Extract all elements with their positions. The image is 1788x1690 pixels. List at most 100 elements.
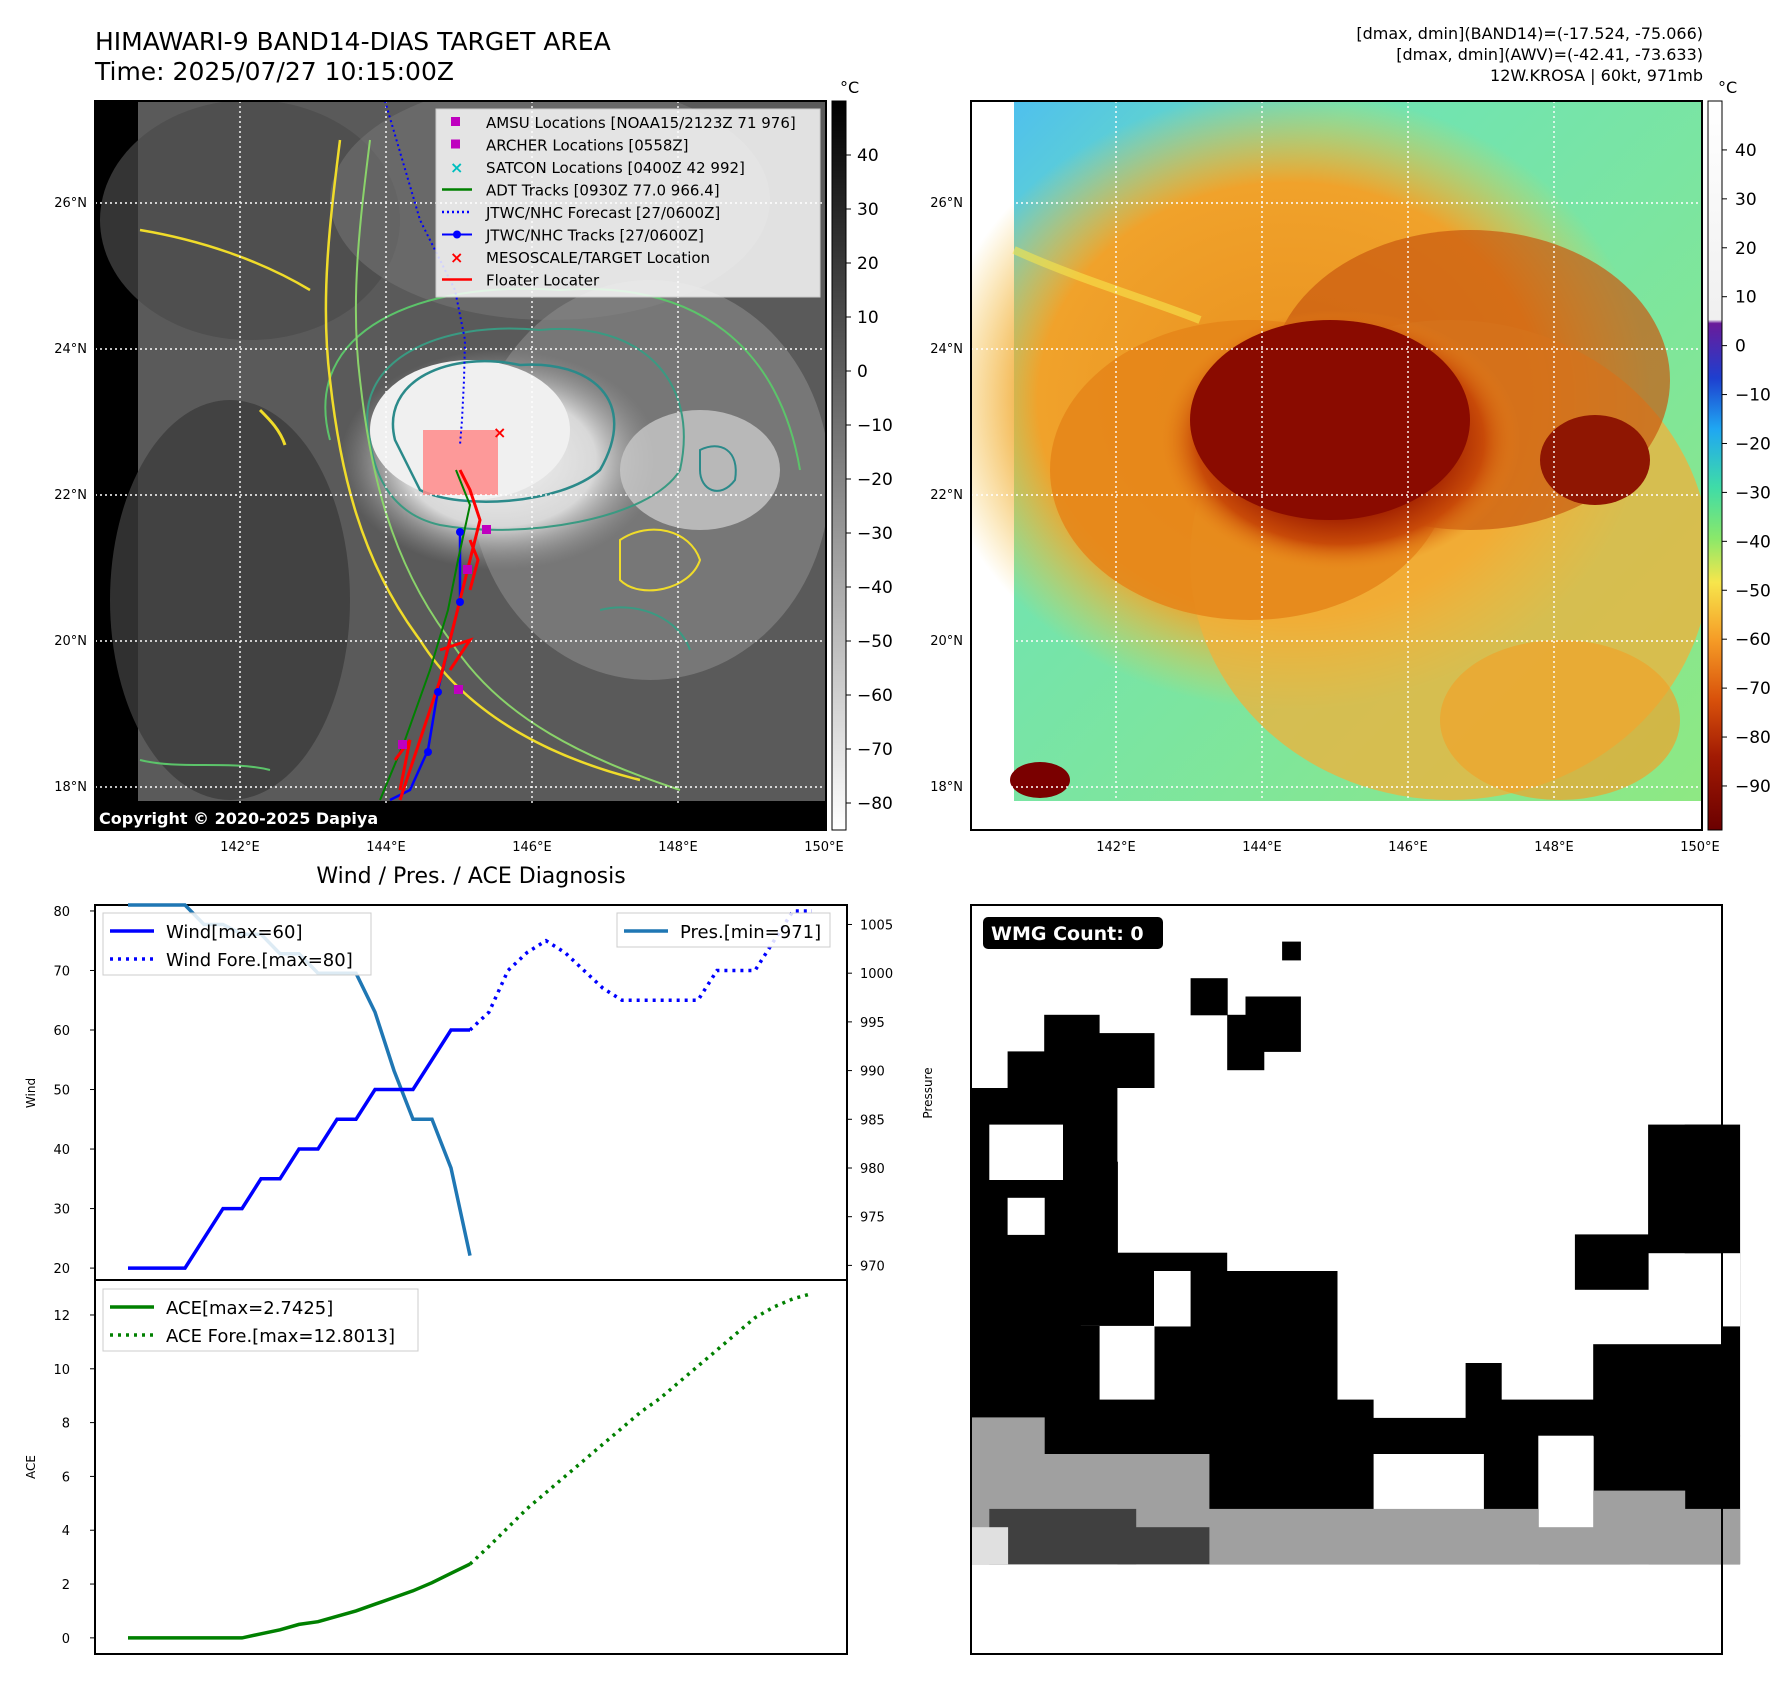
wmg-cell — [1593, 1344, 1722, 1437]
legend-label: ADT Tracks [0930Z 77.0 966.4] — [486, 182, 720, 200]
color-colorbar-tick: −90 — [1735, 777, 1771, 797]
color-map-lat-labels: 26°N 24°N 22°N 20°N 18°N — [930, 196, 963, 795]
wmg-cell — [1501, 1362, 1594, 1400]
wmg-cell — [989, 1124, 1063, 1180]
gray-colorbar-tick: 40 — [857, 146, 879, 166]
wmg-cell — [1227, 1161, 1594, 1272]
pressure-ylabel: Pressure — [921, 1067, 935, 1118]
color-ir-map-panel — [970, 100, 1703, 831]
legend-label: Floater Locater — [486, 272, 600, 290]
wind-tick: 80 — [53, 905, 70, 920]
gray-colorbar-tick: −70 — [857, 740, 893, 760]
color-colorbar-tick: −30 — [1735, 483, 1771, 503]
legend-marker-square — [451, 117, 460, 126]
ace-tick: 8 — [62, 1417, 70, 1432]
wind-tick: 50 — [53, 1084, 70, 1099]
color-colorbar-tick: −50 — [1735, 581, 1771, 601]
wmg-cell — [1282, 941, 1301, 961]
svg-text:24°N: 24°N — [930, 342, 963, 357]
svg-text:24°N: 24°N — [54, 342, 87, 357]
svg-text:148°E: 148°E — [658, 840, 698, 855]
svg-text:ACE[max=2.7425]: ACE[max=2.7425] — [166, 1298, 333, 1319]
svg-text:18°N: 18°N — [930, 780, 963, 795]
svg-text:26°N: 26°N — [54, 196, 87, 211]
legend-label: JTWC/NHC Tracks [27/0600Z] — [485, 227, 704, 245]
svg-text:150°E: 150°E — [804, 840, 844, 855]
legend-marker-square — [451, 139, 460, 149]
svg-text:Pres.[min=971]: Pres.[min=971] — [680, 922, 821, 943]
color-colorbar-tick: −20 — [1735, 434, 1771, 454]
wmg-cell — [1373, 1454, 1484, 1510]
color-colorbar-tick: −40 — [1735, 532, 1771, 552]
wind-ylabel: Wind — [24, 1078, 38, 1108]
color-map-lon-labels: 142°E 144°E 146°E 148°E 150°E — [1096, 840, 1720, 855]
legend-item: Floater Locater — [442, 272, 600, 290]
color-colorbar-tick: −70 — [1735, 679, 1771, 699]
wind-pressure-chart: 80 70 60 50 40 30 20 1005 1000 995 990 985 980 975 97… — [24, 903, 935, 1281]
svg-text:144°E: 144°E — [366, 840, 406, 855]
ir-map-lat-labels: 26°N 24°N 22°N 20°N 18°N — [54, 196, 87, 795]
svg-text:°C: °C — [1718, 78, 1737, 97]
storm-info: 12W.KROSA | 60kt, 971mb — [1490, 66, 1703, 85]
legend-marker-x: × — [450, 158, 463, 177]
legend-marker-x: × — [450, 248, 463, 267]
ace-tick: 0 — [62, 1632, 70, 1647]
pressure-tick: 985 — [860, 1113, 885, 1128]
gray-colorbar: °C 40 30 20 10 0 −10 −20 −30 −40 −50 −60 −70 −80 — [831, 78, 893, 831]
svg-text:22°N: 22°N — [930, 488, 963, 503]
wmg-cell — [1190, 1271, 1338, 1400]
color-colorbar: °C 40 30 20 10 0 −10 −20 −30 −40 −50 −60 −70 −80 −90 — [1707, 78, 1771, 831]
ace-legend: ACE[max=2.7425] ACE Fore.[max=12.8013] — [102, 1288, 419, 1352]
gray-colorbar-tick: 0 — [857, 362, 868, 382]
svg-text:146°E: 146°E — [512, 840, 552, 855]
wmg-cell — [1117, 1527, 1210, 1565]
wmg-cell — [1227, 1014, 1265, 1071]
dmax-awv: [dmax, dmin](AWV)=(-42.41, -73.633) — [1396, 45, 1703, 64]
svg-text:22°N: 22°N — [54, 488, 87, 503]
legend-item: JTWC/NHC Tracks [27/0600Z] — [442, 227, 704, 245]
wmg-cell — [1684, 1124, 1722, 1254]
map-legend: AMSU Locations [NOAA15/2123Z 71 976] ARCH… — [435, 108, 821, 298]
pressure-legend: Pres.[min=971] — [616, 912, 831, 948]
color-colorbar-tick: 20 — [1735, 239, 1757, 259]
svg-text:146°E: 146°E — [1388, 840, 1428, 855]
ace-tick: 12 — [53, 1309, 70, 1324]
pressure-tick: 980 — [860, 1162, 885, 1177]
svg-text:142°E: 142°E — [220, 840, 260, 855]
gray-colorbar-tick: −30 — [857, 524, 893, 544]
ir-map-lon-labels: 142°E 144°E 146°E 148°E 150°E — [220, 840, 844, 855]
wmg-cell — [1062, 1325, 1100, 1418]
pressure-tick: 1005 — [860, 918, 893, 933]
legend-item: ADT Tracks [0930Z 77.0 966.4] — [442, 182, 720, 200]
wmg-cell — [1520, 1527, 1649, 1565]
diag-title: Wind / Pres. / ACE Diagnosis — [316, 864, 625, 889]
svg-text:148°E: 148°E — [1534, 840, 1574, 855]
wind-series-line — [128, 1028, 470, 1270]
pressure-tick: 975 — [860, 1211, 885, 1226]
wmg-cell — [1007, 1197, 1045, 1235]
svg-text:°C: °C — [840, 78, 859, 97]
ace-chart: 12 10 8 6 4 2 0 ACE ACE[max=2.7425] ACE Fore.[… — [24, 1279, 848, 1655]
wmg-cell — [1117, 1088, 1741, 1162]
svg-text:Wind Fore.[max=80]: Wind Fore.[max=80] — [166, 950, 353, 971]
svg-text:20°N: 20°N — [54, 634, 87, 649]
wmg-cell — [989, 1508, 1137, 1565]
wmg-cell — [1044, 1014, 1100, 1052]
wind-tick: 70 — [53, 964, 70, 979]
ace-tick: 6 — [62, 1470, 70, 1485]
wind-tick: 30 — [53, 1203, 70, 1218]
legend-item: × SATCON Locations [0400Z 42 992] — [450, 158, 745, 177]
wmg-count-label: WMG Count: 0 — [991, 923, 1144, 945]
wind-forecast-line — [468, 909, 812, 1032]
ace-tick: 2 — [62, 1578, 70, 1593]
svg-text:Wind[max=60]: Wind[max=60] — [166, 922, 303, 943]
legend-label: JTWC/NHC Forecast [27/0600Z] — [485, 204, 720, 222]
legend-item: JTWC/NHC Forecast [27/0600Z] — [442, 204, 720, 222]
gray-colorbar-tick: −20 — [857, 470, 893, 490]
color-colorbar-tick: 30 — [1735, 190, 1757, 210]
svg-text:ACE Fore.[max=12.8013]: ACE Fore.[max=12.8013] — [166, 1326, 395, 1347]
gray-colorbar-tick: −60 — [857, 686, 893, 706]
ace-forecast-line — [468, 1291, 813, 1566]
svg-text:26°N: 26°N — [930, 196, 963, 211]
legend-label: SATCON Locations [0400Z 42 992] — [486, 159, 745, 177]
